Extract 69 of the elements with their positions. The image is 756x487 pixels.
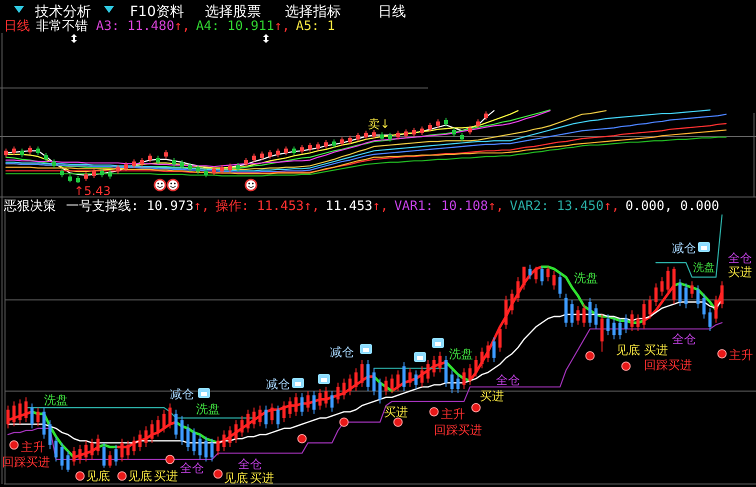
annotation: 洗盘 <box>693 261 715 274</box>
annotation: 回踩买进 <box>644 358 692 372</box>
text: ↑, <box>372 199 388 214</box>
annotation: 洗盘 <box>574 271 598 285</box>
text: 减仓 <box>672 241 696 255</box>
text: ↑, <box>304 199 320 214</box>
annotation: 减仓 <box>266 377 290 391</box>
text: 买进 <box>728 265 752 279</box>
annotation: 全仓 <box>672 332 696 346</box>
point <box>75 471 85 481</box>
text: ↑5.43 <box>74 184 111 198</box>
text: ↑, <box>174 19 190 34</box>
text: A3: 11.480 <box>96 19 174 34</box>
text: 日线 <box>4 19 30 34</box>
point <box>117 471 127 481</box>
text: VAR2: 13.450 <box>510 199 604 214</box>
text: 全仓 <box>728 251 752 265</box>
text: ↑, <box>274 19 290 34</box>
annotation: 回踩买进 <box>2 455 50 469</box>
point <box>717 349 727 358</box>
text: 选择指标 <box>285 4 341 20</box>
annotation: 卖↓ <box>368 117 390 131</box>
annotation: 见底 <box>86 469 110 483</box>
annotation: 见底 <box>128 469 152 483</box>
point <box>213 469 223 479</box>
point <box>165 454 175 464</box>
annotation: 减仓 <box>330 345 354 359</box>
annotation: 主升 <box>21 440 45 454</box>
text: 主升 <box>729 348 753 362</box>
point <box>339 417 349 427</box>
text: A5: 1 <box>296 19 336 34</box>
annotation: 全仓 <box>180 461 204 475</box>
text: 选择股票 <box>205 4 261 20</box>
annotation: 洗盘 <box>44 393 68 407</box>
point <box>297 434 307 444</box>
annotation: 全仓 <box>238 457 262 471</box>
annotation: 回踩买进 <box>434 423 482 437</box>
text: 0.000, 0.000 <box>625 199 720 214</box>
point <box>471 402 481 412</box>
point <box>621 362 631 371</box>
annotation: 买进 <box>480 389 504 403</box>
point <box>9 440 19 450</box>
annotation: 买进 <box>250 471 274 485</box>
annotation: 见底 <box>616 343 640 357</box>
text: F10资料 <box>130 4 184 20</box>
text: 非常不错 <box>36 19 88 34</box>
text: 技术分析 <box>34 4 91 20</box>
text: ↑, <box>194 199 210 214</box>
annotation: 买进 <box>384 405 408 419</box>
text: 日线 <box>378 4 406 20</box>
text: ↑, <box>604 199 620 214</box>
text: 操作: 11.453 <box>215 199 304 214</box>
text: A4: 10.911 <box>196 19 274 34</box>
annotation: 全仓 <box>496 373 520 387</box>
point <box>585 351 595 361</box>
annotation: 洗盘 <box>449 347 473 361</box>
annotation: 见底 <box>224 471 248 485</box>
point <box>393 417 403 427</box>
annotation: 买进 <box>644 343 668 357</box>
point <box>429 407 439 416</box>
text: VAR1: 10.108 <box>394 199 488 214</box>
text: ↑, <box>488 199 504 214</box>
annotation: 洗盘 <box>196 402 220 416</box>
annotation: 买进 <box>154 469 178 483</box>
annotation: 主升 <box>441 407 465 421</box>
chart-title: 恶狠决策 <box>3 199 56 214</box>
text: 一号支撑线: 10.973 <box>66 199 194 214</box>
annotation: 减仓 <box>170 387 194 401</box>
text: 11.453 <box>326 199 373 214</box>
